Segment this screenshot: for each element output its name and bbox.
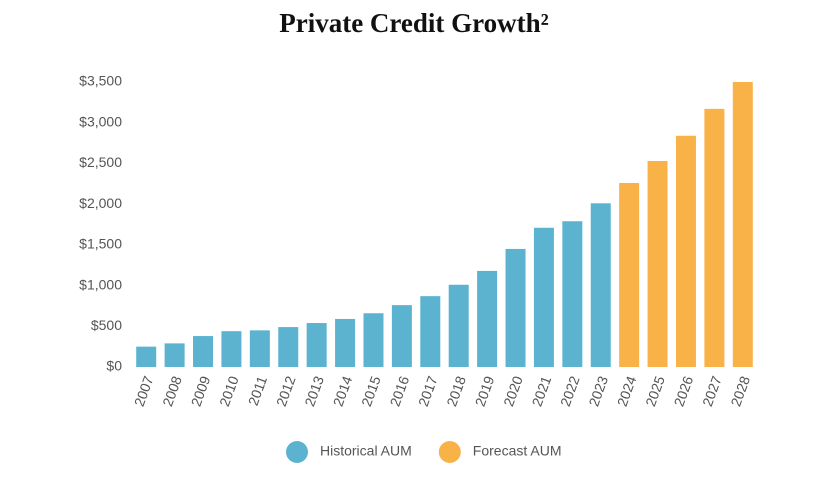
bar (732, 82, 753, 367)
legend-label: Historical AUM (320, 443, 412, 459)
x-tick-label: 2008 (159, 374, 185, 409)
bar (704, 108, 725, 367)
bar (420, 296, 441, 367)
x-tick-label: 2023 (585, 374, 611, 409)
y-tick-label: $1,500 (79, 236, 122, 252)
bar (193, 336, 214, 367)
x-tick-label: 2011 (245, 374, 270, 408)
x-tick-label: 2024 (614, 374, 640, 409)
y-tick-label: $3,000 (79, 113, 122, 129)
bar (363, 313, 384, 367)
x-tick-label: 2019 (472, 374, 498, 409)
bar (647, 160, 668, 367)
bar (391, 305, 412, 367)
x-tick-label: 2015 (358, 374, 384, 409)
bar (164, 343, 185, 367)
x-tick-label: 2012 (273, 374, 299, 409)
bar (221, 331, 242, 367)
bar (590, 203, 611, 367)
y-tick-label: $500 (91, 317, 122, 333)
bar (619, 182, 640, 367)
legend-label: Forecast AUM (473, 443, 562, 459)
x-tick-label: 2013 (301, 374, 327, 409)
bar (306, 323, 327, 367)
x-tick-label: 2021 (529, 374, 555, 409)
x-tick-label: 2009 (188, 374, 214, 409)
bar (562, 221, 583, 367)
bar (249, 330, 270, 367)
bar (675, 135, 696, 367)
y-tick-label: $1,000 (79, 276, 122, 292)
x-tick-label: 2010 (216, 374, 242, 409)
x-tick-label: 2018 (443, 374, 469, 409)
y-tick-label: $0 (106, 358, 122, 374)
y-tick-label: $3,500 (79, 73, 122, 89)
chart-title: Private Credit Growth² (279, 8, 549, 38)
bar (505, 248, 526, 367)
y-tick-label: $2,000 (79, 195, 122, 211)
x-tick-label: 2026 (671, 374, 697, 409)
x-tick-label: 2020 (500, 374, 526, 409)
x-tick-label: 2007 (131, 374, 157, 409)
bar (335, 318, 356, 367)
bar (278, 327, 299, 367)
legend-swatch (286, 441, 308, 463)
x-tick-label: 2027 (699, 374, 725, 409)
bar (136, 346, 157, 367)
x-tick-label: 2016 (386, 374, 412, 409)
x-tick-label: 2014 (330, 374, 356, 409)
x-tick-label: 2017 (415, 374, 441, 409)
x-tick-label: 2025 (642, 374, 668, 409)
bar (533, 227, 554, 367)
y-tick-label: $2,500 (79, 154, 122, 170)
x-tick-label: 2028 (727, 374, 753, 409)
x-tick-label: 2022 (557, 374, 583, 409)
bar (448, 284, 469, 367)
legend-swatch (438, 441, 461, 463)
bar (477, 270, 498, 367)
